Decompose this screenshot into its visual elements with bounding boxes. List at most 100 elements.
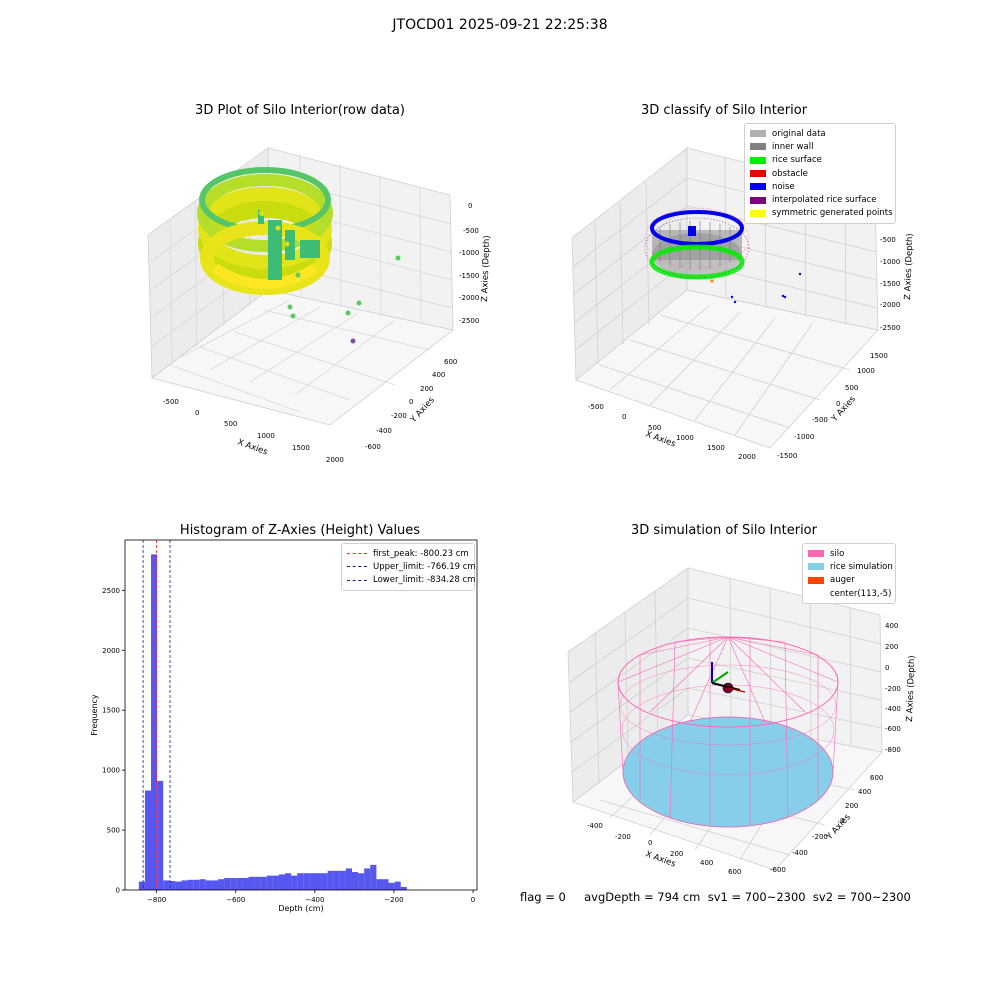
histogram-bar (394, 881, 401, 890)
histogram-bar (254, 876, 261, 890)
histogram-bar (297, 873, 304, 890)
panel2-ylabel: Y Axies (829, 394, 858, 425)
histogram-ylabel: Frequency (90, 694, 99, 736)
tick-label: 200 (845, 802, 858, 810)
legend-swatch (750, 196, 766, 204)
legend-label: interpolated rice surface (772, 195, 877, 206)
panel4-simulation (617, 636, 839, 828)
histogram-chart: −800 −600 −400 −200 0 0 500 1000 1500 2000 2500 D… (90, 539, 478, 913)
panel4-legend: silo rice simulation auger center(113,-5… (802, 543, 896, 605)
histogram-bar (382, 879, 389, 890)
legend-label: Lower_limit: -834.28 cm (373, 575, 476, 586)
legend-line (347, 579, 367, 581)
tick-label: -2000 (459, 294, 479, 302)
legend-item: rice surface (750, 154, 890, 167)
legend-item: rice simulation (808, 560, 893, 573)
tick-label: 0 (648, 839, 652, 847)
legend-swatch (808, 590, 824, 597)
y-tick-label: 1000 (102, 767, 120, 775)
histogram-bar (211, 880, 219, 890)
legend-label: inner wall (772, 141, 814, 152)
histogram-bar (248, 876, 255, 890)
panel1-3d-plot: -500 0 500 1000 1500 2000 X Axies -600 -… (147, 147, 492, 464)
histogram-bar (218, 879, 225, 890)
legend-swatch (750, 156, 766, 164)
histogram-bar (370, 864, 377, 890)
histogram-bar (193, 879, 200, 890)
x-tick-label: 0 (471, 896, 475, 904)
histogram-bar (321, 873, 328, 890)
histogram-bar (175, 881, 182, 890)
tick-label: -800 (885, 746, 901, 754)
tick-label: 400 (700, 859, 713, 867)
tick-label: 1000 (857, 367, 875, 375)
histogram-bar (345, 868, 353, 890)
panel2-zlabel: Z Axies (Depth) (903, 233, 915, 300)
histogram-vlines (142, 540, 171, 890)
tick-label: 400 (858, 788, 871, 796)
panel1-point-cloud (197, 167, 401, 344)
panel2-x-ticks: -500 0 500 1000 1500 2000 (588, 403, 756, 461)
panel4-x-ticks: -400 -200 0 200 400 600 (587, 822, 741, 876)
tick-label: 500 (845, 384, 858, 392)
tick-label: -2500 (880, 324, 900, 332)
panel4-ylabel: Y Axies (824, 812, 853, 843)
panel2-3d-plot: -500 0 500 1000 1500 2000 X Axies -1500 … (571, 147, 915, 461)
legend-label: rice simulation (830, 561, 893, 572)
legend-item: noise (750, 180, 890, 193)
histogram-bar (339, 870, 346, 890)
histogram-bar (144, 790, 152, 890)
histogram-bar (400, 887, 407, 890)
histogram-bar (260, 876, 267, 890)
legend-swatch (808, 550, 824, 558)
panel2-xlabel: X Axies (644, 429, 677, 449)
tick-label: -200 (615, 833, 631, 841)
legend-swatch (750, 209, 766, 217)
histogram-bar (266, 875, 273, 890)
histogram-xlabel: Depth (cm) (278, 904, 323, 913)
legend-swatch (750, 143, 766, 151)
x-tick-label: −200 (384, 896, 403, 904)
histogram-bar (163, 880, 170, 890)
tick-label: -400 (792, 849, 808, 857)
histogram-bar (285, 873, 292, 890)
tick-label: 600 (870, 774, 883, 782)
tick-label: -600 (885, 725, 901, 733)
tick-label: -500 (588, 403, 604, 411)
tick-label: -2000 (880, 301, 900, 309)
tick-label: -500 (812, 416, 828, 424)
tick-label: -500 (463, 227, 479, 235)
histogram-bar (242, 878, 249, 890)
histogram-bar (151, 554, 158, 890)
y-tick-label: 2000 (102, 647, 120, 655)
tick-label: -1500 (777, 452, 797, 460)
tick-label: 0 (409, 398, 413, 406)
histogram-bars (138, 554, 407, 890)
tick-label: -400 (376, 427, 392, 435)
legend-item: Lower_limit: -834.28 cm (347, 574, 475, 587)
legend-swatch (808, 576, 824, 584)
legend-swatch (750, 170, 766, 178)
tick-label: 1000 (257, 432, 275, 440)
panel1-y-ticks: -600 -400 -200 0 200 400 600 (365, 358, 457, 451)
legend-label: symmetric generated points (772, 208, 893, 219)
histogram-bar (352, 872, 359, 890)
legend-item: auger (808, 574, 890, 587)
panel4-3d-plot: -400 -200 0 200 400 600 X Axies -600 -40… (567, 567, 917, 876)
legend-label: original data (772, 128, 826, 139)
panel2-legend: original data inner wall rice surface ob… (744, 123, 896, 225)
tick-label: 1500 (870, 352, 888, 360)
histogram-bar (303, 873, 310, 890)
legend-item: inner wall (750, 140, 890, 153)
legend-item: obstacle (750, 167, 890, 180)
histogram-bar (230, 878, 237, 890)
histogram-bar (272, 875, 279, 890)
legend-label: rice surface (772, 155, 822, 166)
panel2-axes-box (571, 147, 879, 449)
tick-label: 1000 (676, 434, 694, 442)
tick-label: 0 (840, 817, 844, 825)
panel2-title: 3D classify of Silo Interior (640, 103, 808, 118)
tick-label: 600 (728, 868, 741, 876)
tick-label: 0 (195, 409, 199, 417)
tick-label: 2000 (738, 453, 756, 461)
